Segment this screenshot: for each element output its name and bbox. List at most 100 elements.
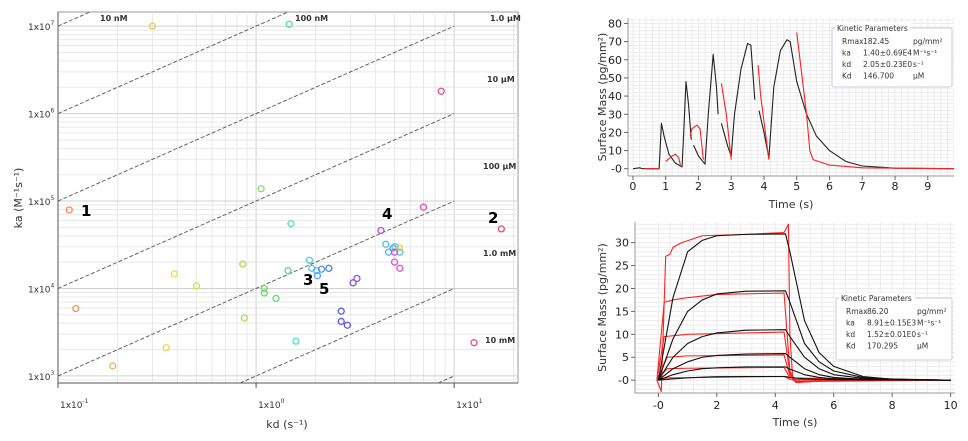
legend-param-unit: M⁻¹s⁻¹ [917, 319, 941, 328]
y-tick-label-exp: 7 [51, 20, 55, 27]
legend-param-unit: pg/mm² [917, 307, 947, 316]
x-tick-label: 6 [830, 399, 837, 412]
data-point [239, 260, 247, 268]
data-point [65, 206, 73, 214]
iso-affinity-lines [58, 12, 455, 383]
data-point [437, 87, 445, 95]
iso-affinity-label: 1.0 mM [483, 249, 516, 258]
x-tick-label: 4 [772, 399, 779, 412]
x-tick-label: 8 [889, 399, 896, 412]
iso-affinity-label: 10 nM [100, 14, 128, 23]
fit-curve [632, 81, 692, 170]
fit-curve [657, 290, 951, 381]
y-tick-label: 10 [608, 145, 622, 158]
data-point [317, 265, 326, 273]
point-annotation: 5 [319, 280, 329, 298]
y-tick-label: -0 [611, 163, 622, 176]
y-tick-label: 70 [608, 36, 622, 49]
legend-param-name: kd [842, 60, 851, 69]
x-tick-label: 8 [892, 180, 899, 193]
data-point [257, 185, 265, 193]
data-point [272, 294, 280, 303]
y-tick-label: 30 [615, 237, 629, 250]
fit-curve [658, 353, 951, 381]
iso-affinity-line [437, 375, 455, 383]
y-tick-label: 60 [608, 54, 622, 67]
y-tick-label-exp: 6 [51, 108, 55, 115]
data-point [395, 244, 404, 252]
legend-param-value: 8.91±0.15E3 [867, 319, 916, 328]
legend-param-unit: µM [917, 342, 928, 351]
data-point [337, 307, 345, 315]
y-tick-label-base: 1x10 [28, 373, 51, 383]
x-tick-label: 6 [826, 180, 833, 193]
grid [58, 12, 518, 383]
fit-curve [657, 329, 951, 381]
kinetic-parameters-legend: Kinetic Parameters Rmax 86.20 pg/mm² ka 8.91±… [835, 293, 953, 361]
data-point [162, 344, 170, 352]
legend-param-name: ka [846, 319, 855, 328]
legend-param-value: 86.20 [867, 307, 889, 316]
iso-affinity-line [58, 25, 455, 202]
data-point [353, 274, 361, 283]
data-point [396, 264, 404, 272]
data-point [390, 258, 399, 266]
y-axis-label: Surface Mass (pg/mm²) [596, 33, 609, 162]
legend-param-value: 146.700 [863, 72, 894, 81]
legend-param-name: kd [846, 330, 855, 339]
data-trace [720, 83, 732, 160]
legend-param-unit: s⁻¹ [913, 60, 924, 69]
data-point [497, 225, 505, 233]
x-axis-label: Time (s) [768, 198, 814, 211]
point-annotation: 2 [488, 209, 498, 227]
x-tick-label: 7 [859, 180, 866, 193]
y-tick-label-exp: 4 [51, 282, 55, 289]
x-tick-label-exp: -1 [83, 398, 89, 405]
data-point [170, 270, 179, 278]
x-tick-label: 5 [793, 180, 800, 193]
data-point [285, 20, 293, 28]
data-trace [656, 331, 951, 383]
y-tick-label: 5 [622, 351, 629, 364]
data-point [337, 317, 345, 326]
ka-kd-scatter-chart: 10 nM 100 nM 1.0 µM 10 µM 100 µM 1.0 mM 10 mM 1… [12, 11, 521, 431]
legend-param-name: Kd [842, 72, 852, 81]
legend-param-unit: µM [913, 72, 924, 81]
data-point [260, 289, 268, 297]
data-point [192, 282, 201, 290]
x-tick-label: 0 [629, 180, 636, 193]
data-trace [757, 65, 770, 160]
data-point [419, 203, 428, 211]
y-tick-label-base: 1x10 [28, 285, 51, 295]
y-tick-label: 10 [615, 328, 629, 341]
fit-curve [720, 42, 756, 157]
x-tick-label: 3 [728, 180, 735, 193]
y-tick-label-exp: 3 [51, 370, 55, 377]
legend-title: Kinetic Parameters [841, 294, 912, 303]
iso-affinity-label: 100 µM [483, 162, 516, 171]
y-tick-label: -0 [618, 374, 629, 387]
y-tick-label-base: 1x10 [28, 23, 51, 33]
data-point [343, 321, 352, 329]
x-tick-label-exp: 1 [479, 398, 483, 405]
legend-param-value: 2.05±0.23E0 [863, 60, 912, 69]
legend-param-name: Kd [846, 342, 856, 351]
legend-param-value: 170.295 [867, 342, 898, 351]
x-tick-label-base: 1x10 [456, 401, 479, 411]
data-point [396, 248, 404, 256]
iso-affinity-line [239, 288, 455, 383]
iso-affinity-line [58, 113, 455, 289]
data-point [148, 22, 157, 30]
sensorgram-bottom-chart: -0 2 4 6 8 10 -0 5 10 15 20 25 30 Time (s) Surface Mas… [596, 222, 958, 429]
series [656, 223, 951, 393]
y-tick-label: 1x105 [28, 195, 55, 208]
data-point [470, 339, 478, 347]
data-point [312, 266, 321, 275]
data-point [72, 304, 80, 313]
data-point [382, 240, 390, 248]
legend-param-unit: M⁻¹s⁻¹ [913, 49, 937, 58]
y-tick-label: 80 [608, 17, 622, 30]
data-trace [656, 366, 951, 381]
iso-affinity-label: 1.0 µM [490, 14, 521, 23]
x-axis-label: kd (s⁻¹) [266, 418, 307, 431]
